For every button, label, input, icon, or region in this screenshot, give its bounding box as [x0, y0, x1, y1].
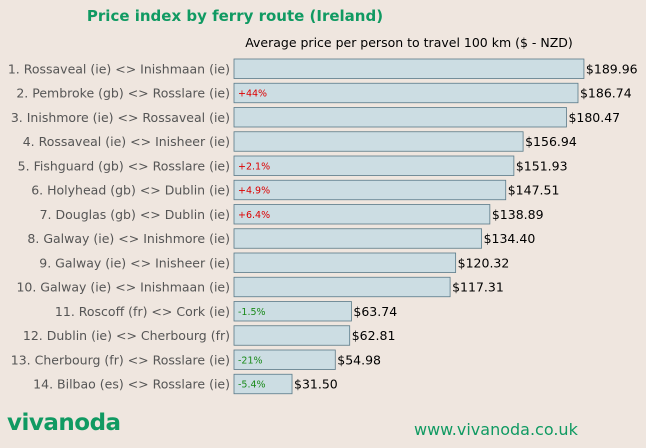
bar — [233, 204, 491, 225]
category-label: 13. Cherbourg (fr) <> Rosslare (ie) — [11, 352, 230, 367]
bar — [233, 107, 567, 128]
category-label: 4. Rossaveal (ie) <> Inisheer (ie) — [23, 134, 230, 149]
bar-row: 13. Cherbourg (fr) <> Rosslare (ie) -21% $… — [11, 349, 381, 370]
value-label: $120.32 — [458, 255, 510, 270]
bar — [233, 179, 507, 201]
category-label: 2. Pembroke (gb) <> Rosslare (ie) — [16, 86, 230, 101]
change-label: -21% — [238, 355, 263, 366]
bar-row: 2. Pembroke (gb) <> Rosslare (ie) +44% $18… — [16, 82, 632, 104]
change-label: -5.4% — [238, 380, 266, 391]
value-label: $156.94 — [525, 134, 577, 149]
bar — [233, 155, 515, 176]
change-label: -1.5% — [238, 307, 266, 318]
bar-row: 10. Galway (ie) <> Inishmaan (ie) $117.31 — [16, 276, 504, 298]
value-label: $186.74 — [580, 86, 632, 101]
change-label: +2.1% — [238, 161, 270, 172]
value-label: $134.40 — [484, 231, 536, 246]
value-label: $31.50 — [294, 377, 338, 392]
bar-row: 11. Roscoff (fr) <> Cork (ie) -1.5% $63.74 — [55, 301, 397, 322]
change-label: +6.4% — [238, 210, 270, 221]
bar — [233, 325, 351, 346]
bar-row: 1. Rossaveal (ie) <> Inishmaan (ie) $189.… — [8, 58, 638, 79]
value-label: $117.31 — [452, 280, 504, 295]
category-label: 5. Fishguard (gb) <> Rosslare (ie) — [18, 158, 230, 173]
bar-row: 14. Bilbao (es) <> Rosslare (ie) -5.4% $31… — [33, 373, 338, 395]
bar — [233, 82, 579, 104]
value-label: $180.47 — [568, 110, 620, 125]
bar — [233, 349, 336, 370]
category-label: 9. Galway (ie) <> Inisheer (ie) — [39, 255, 230, 270]
bar — [233, 228, 482, 249]
website-link[interactable]: www.vivanoda.co.uk — [414, 420, 578, 439]
value-label: $151.93 — [516, 158, 568, 173]
bar-row: 7. Douglas (gb) <> Dublin (ie) +6.4% $138.… — [40, 204, 544, 225]
category-label: 8. Galway (ie) <> Inishmore (ie) — [27, 231, 230, 246]
bar — [233, 252, 457, 273]
bar-row: 4. Rossaveal (ie) <> Inisheer (ie) $156.9… — [23, 131, 577, 152]
category-label: 11. Roscoff (fr) <> Cork (ie) — [55, 304, 230, 319]
chart-subtitle: Average price per person to travel 100 k… — [245, 35, 573, 50]
category-label: 6. Holyhead (gb) <> Dublin (ie) — [31, 183, 230, 198]
change-label: +4.9% — [238, 186, 270, 197]
vivanoda-logo: vivanoda — [7, 410, 121, 436]
category-label: 12. Dublin (ie) <> Cherbourg (fr) — [23, 328, 230, 343]
bar-row: 12. Dublin (ie) <> Cherbourg (fr) $62.81 — [23, 325, 396, 346]
bar-row: 6. Holyhead (gb) <> Dublin (ie) +4.9% $147… — [31, 179, 560, 201]
bar-row: 3. Inishmore (ie) <> Rossaveal (ie) $180.… — [11, 107, 620, 128]
category-label: 7. Douglas (gb) <> Dublin (ie) — [40, 207, 230, 222]
value-label: $189.96 — [586, 61, 638, 76]
value-label: $54.98 — [337, 352, 381, 367]
bar — [233, 131, 524, 152]
value-label: $62.81 — [352, 328, 396, 343]
category-label: 10. Galway (ie) <> Inishmaan (ie) — [16, 280, 230, 295]
category-label: 14. Bilbao (es) <> Rosslare (ie) — [33, 377, 230, 392]
value-label: $147.51 — [508, 183, 560, 198]
change-label: +44% — [238, 89, 267, 100]
category-label: 3. Inishmore (ie) <> Rossaveal (ie) — [11, 110, 230, 125]
bar — [233, 301, 352, 322]
bar-row: 5. Fishguard (gb) <> Rosslare (ie) +2.1% $… — [18, 155, 568, 176]
bar — [233, 276, 451, 298]
bar-row: 8. Galway (ie) <> Inishmore (ie) $134.40 — [27, 228, 536, 249]
value-label: $63.74 — [353, 304, 397, 319]
bar-row: 9. Galway (ie) <> Inisheer (ie) $120.32 — [39, 252, 510, 273]
category-label: 1. Rossaveal (ie) <> Inishmaan (ie) — [8, 61, 230, 76]
value-label: $138.89 — [492, 207, 544, 222]
chart-title: Price index by ferry route (Ireland) — [86, 7, 384, 25]
bar — [233, 58, 585, 79]
bar — [233, 373, 293, 395]
